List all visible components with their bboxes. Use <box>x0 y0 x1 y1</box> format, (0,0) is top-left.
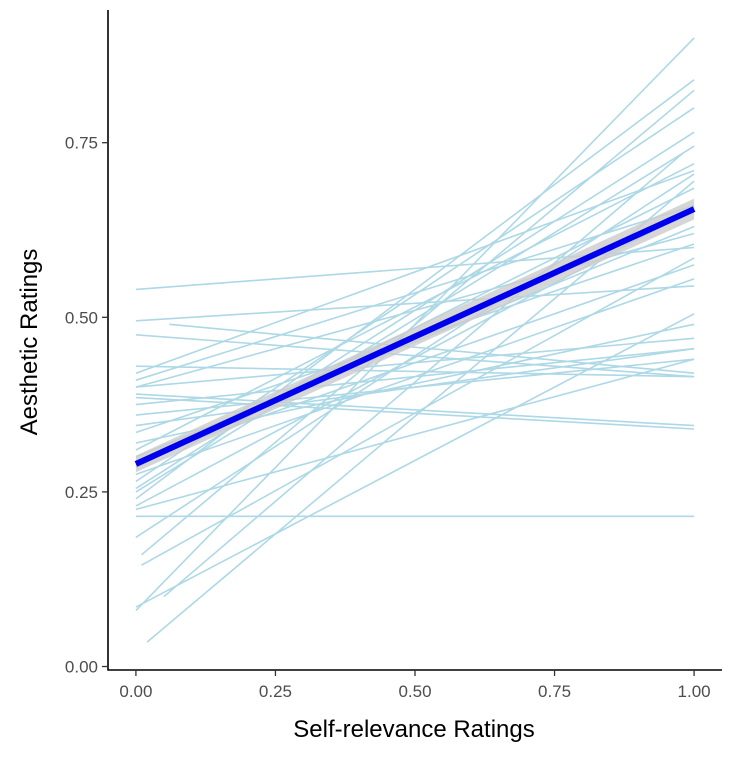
x-axis-title: Self-relevance Ratings <box>293 716 534 743</box>
ticks-group: 0.00 0.25 0.50 0.75 1.00 0.00 0.25 0.50 0.75 <box>65 134 711 701</box>
y-tick-label-0: 0.00 <box>65 658 98 677</box>
individual-line-30 <box>135 365 695 378</box>
individual-line-17 <box>135 145 695 493</box>
x-tick-label-0: 0.00 <box>119 682 152 701</box>
x-tick-label-2: 0.50 <box>398 682 431 701</box>
fit-group <box>134 198 696 473</box>
individual-line-22 <box>140 89 695 556</box>
individual-line-1 <box>135 285 695 322</box>
y-tick-label-1: 0.25 <box>65 483 98 502</box>
x-tick-label-4: 1.00 <box>678 682 711 701</box>
individual-line-24 <box>135 37 695 612</box>
fit-line <box>134 206 696 467</box>
individual-line-15 <box>135 278 695 476</box>
individual-line-6 <box>135 393 695 427</box>
individual-line-27 <box>135 358 695 511</box>
individual-line-18 <box>135 79 695 500</box>
individual-line-25 <box>135 313 695 608</box>
individual-line-23 <box>141 257 695 566</box>
y-axis-title: Aesthetic Ratings <box>16 249 43 436</box>
individual-line-21 <box>135 173 695 538</box>
individual-line-4 <box>135 204 695 381</box>
y-tick-label-2: 0.50 <box>65 308 98 327</box>
x-tick-label-1: 0.25 <box>259 682 292 701</box>
individual-line-34 <box>163 152 684 598</box>
x-tick-label-3: 0.75 <box>538 682 571 701</box>
y-tick-label-3: 0.75 <box>65 134 98 153</box>
individual-line-33 <box>135 169 695 374</box>
individual-line-12 <box>135 162 695 451</box>
